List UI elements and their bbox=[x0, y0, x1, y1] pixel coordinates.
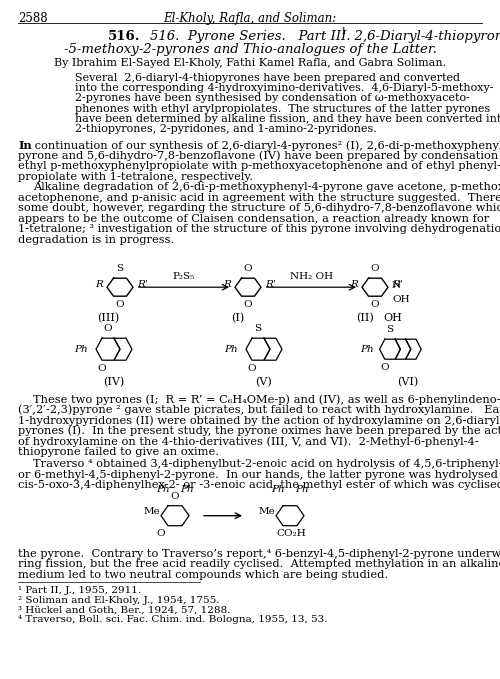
Text: O: O bbox=[244, 264, 252, 273]
Text: Ph: Ph bbox=[156, 485, 170, 494]
Text: In: In bbox=[18, 140, 32, 151]
Text: S: S bbox=[386, 325, 394, 334]
Text: continuation of our synthesis of 2,6-diaryl-4-pyrones² (I), 2,6-di-p-methoxyphen: continuation of our synthesis of 2,6-dia… bbox=[31, 140, 500, 151]
Text: (VI): (VI) bbox=[398, 378, 418, 388]
Text: CO₂H: CO₂H bbox=[276, 529, 306, 538]
Text: pyrone and 5,6-dihydro-7,8-benzoflavone (IV) have been prepared by condensation : pyrone and 5,6-dihydro-7,8-benzoflavone … bbox=[18, 151, 500, 162]
Text: R': R' bbox=[265, 280, 276, 289]
Text: By Ibrahim El-Sayed El-Kholy, Fathi Kamel Rafla, and Gabra Soliman.: By Ibrahim El-Sayed El-Kholy, Fathi Kame… bbox=[54, 58, 446, 68]
Text: 2-thiopyrones, 2-pyridones, and 1-amino-2-pyridones.: 2-thiopyrones, 2-pyridones, and 1-amino-… bbox=[75, 124, 377, 134]
Text: These two pyrones (I;  R = R’ = C₆H₄OMe-p) and (IV), as well as 6-phenylindeno-: These two pyrones (I; R = R’ = C₆H₄OMe-p… bbox=[33, 394, 500, 405]
Text: 2,6-Diaryl-4-thiopyrones and: 2,6-Diaryl-4-thiopyrones and bbox=[346, 30, 500, 43]
Text: Alkaline degradation of 2,6-di-p-methoxyphenyl-4-pyrone gave acetone, p-methoxy-: Alkaline degradation of 2,6-di-p-methoxy… bbox=[33, 182, 500, 192]
Text: (3′,2′-2,3)pyrone ² gave stable picrates, but failed to react with hydroxylamine: (3′,2′-2,3)pyrone ² gave stable picrates… bbox=[18, 405, 500, 416]
Text: O: O bbox=[370, 264, 380, 273]
Text: ¹ Part II, J., 1955, 2911.: ¹ Part II, J., 1955, 2911. bbox=[18, 586, 141, 595]
Text: ring fission, but the free acid readily cyclised.  Attempted methylation in an a: ring fission, but the free acid readily … bbox=[18, 559, 500, 569]
Text: have been determined by alkaline fission, and they have been converted into: have been determined by alkaline fission… bbox=[75, 114, 500, 124]
Text: Ph: Ph bbox=[74, 345, 88, 354]
Text: R': R' bbox=[137, 280, 148, 289]
Text: 516.  Pyrone Series.   Part III.: 516. Pyrone Series. Part III. bbox=[150, 30, 350, 43]
Text: Several  2,6-diaryl-4-thiopyrones have been prepared and converted: Several 2,6-diaryl-4-thiopyrones have be… bbox=[75, 73, 460, 83]
Text: O: O bbox=[104, 324, 112, 333]
Text: (V): (V) bbox=[256, 378, 272, 388]
Text: R': R' bbox=[392, 280, 403, 289]
Text: O: O bbox=[170, 492, 179, 500]
Text: ² Soliman and El-Kholy, J., 1954, 1755.: ² Soliman and El-Kholy, J., 1954, 1755. bbox=[18, 595, 220, 605]
Text: the pyrone.  Contrary to Traverso’s report,⁴ 6-benzyl-4,5-diphenyl-2-pyrone unde: the pyrone. Contrary to Traverso’s repor… bbox=[18, 549, 500, 559]
Text: Ph: Ph bbox=[360, 345, 374, 354]
Text: medium led to two neutral compounds which are being studied.: medium led to two neutral compounds whic… bbox=[18, 570, 388, 580]
Text: pyrones (I).  In the present study, the pyrone oximes have been prepared by the : pyrones (I). In the present study, the p… bbox=[18, 426, 500, 437]
Text: (IV): (IV) bbox=[104, 378, 124, 388]
Text: ⁴ Traverso, Boll. sci. Fac. Chim. ind. Bologna, 1955, 13, 53.: ⁴ Traverso, Boll. sci. Fac. Chim. ind. B… bbox=[18, 614, 328, 624]
Text: acetophenone, and p-anisic acid in agreement with the structure suggested.  Ther: acetophenone, and p-anisic acid in agree… bbox=[18, 193, 500, 203]
Text: Traverso ⁴ obtained 3,4-diphenylbut-2-enoic acid on hydrolysis of 4,5,6-tripheny: Traverso ⁴ obtained 3,4-diphenylbut-2-en… bbox=[33, 459, 500, 469]
Text: 2-pyrones have been synthesised by condensation of ω-methoxyaceto-: 2-pyrones have been synthesised by conde… bbox=[75, 94, 470, 103]
Text: or 6-methyl-4,5-diphenyl-2-pyrone.  In our hands, the latter pyrone was hydrolys: or 6-methyl-4,5-diphenyl-2-pyrone. In ou… bbox=[18, 470, 500, 479]
Text: OH: OH bbox=[383, 313, 402, 323]
Text: Ph: Ph bbox=[295, 485, 308, 494]
Text: 1-tetralone; ³ investigation of the structure of this pyrone involving dehydroge: 1-tetralone; ³ investigation of the stru… bbox=[18, 224, 500, 234]
Text: (II): (II) bbox=[356, 313, 374, 323]
Text: 1-hydroxypyridones (II) were obtained by the action of hydroxylamine on 2,6-diar: 1-hydroxypyridones (II) were obtained by… bbox=[18, 415, 500, 426]
Text: ³ Hückel and Goth, Ber., 1924, 57, 1288.: ³ Hückel and Goth, Ber., 1924, 57, 1288. bbox=[18, 605, 231, 614]
Text: Ph: Ph bbox=[224, 345, 238, 354]
Text: N: N bbox=[392, 280, 401, 290]
Text: of hydroxylamine on the 4-thio-derivatives (III, V, and VI).  2-Methyl-6-phenyl-: of hydroxylamine on the 4-thio-derivativ… bbox=[18, 436, 478, 447]
Text: S: S bbox=[116, 264, 123, 273]
Text: El-Kholy, Rafla, and Soliman:: El-Kholy, Rafla, and Soliman: bbox=[164, 12, 336, 25]
Text: degradation is in progress.: degradation is in progress. bbox=[18, 235, 174, 244]
Text: O: O bbox=[380, 363, 389, 372]
Text: Ph: Ph bbox=[272, 485, 285, 494]
Text: (III): (III) bbox=[97, 313, 119, 323]
Text: O: O bbox=[156, 529, 166, 538]
Text: Ph: Ph bbox=[180, 485, 194, 494]
Text: NH₂ OH: NH₂ OH bbox=[290, 272, 333, 281]
Text: P₂S₅: P₂S₅ bbox=[173, 272, 195, 281]
Text: 516.: 516. bbox=[108, 30, 140, 43]
Text: 2588: 2588 bbox=[18, 12, 48, 25]
Text: -5-methoxy-2-pyrones and Thio-analogues of the Latter.: -5-methoxy-2-pyrones and Thio-analogues … bbox=[64, 43, 436, 56]
Text: phenones with ethyl arylpropiolates.  The structures of the latter pyrones: phenones with ethyl arylpropiolates. The… bbox=[75, 104, 490, 113]
Text: R: R bbox=[223, 280, 231, 289]
Text: S: S bbox=[254, 324, 262, 333]
Text: O: O bbox=[248, 364, 256, 373]
Text: into the corresponding 4-hydroxyimino-derivatives.  4,6-Diaryl-5-methoxy-: into the corresponding 4-hydroxyimino-de… bbox=[75, 84, 494, 93]
Text: OH: OH bbox=[392, 295, 409, 304]
Text: 1: 1 bbox=[341, 27, 347, 36]
Text: O: O bbox=[116, 300, 124, 309]
Text: O: O bbox=[98, 364, 106, 373]
Text: some doubt, however, regarding the structure of 5,6-dihydro-7,8-benzoflavone whi: some doubt, however, regarding the struc… bbox=[18, 203, 500, 213]
Text: propiolate with 1-tetralone, respectively.: propiolate with 1-tetralone, respectivel… bbox=[18, 172, 253, 182]
Text: appears to be the outcome of Claisen condensation, a reaction already known for: appears to be the outcome of Claisen con… bbox=[18, 214, 489, 223]
Text: Me: Me bbox=[144, 507, 160, 516]
Text: O: O bbox=[244, 300, 252, 309]
Text: cis-5-oxo-3,4-diphenylhex-2- or -3-enoic acid, the methyl ester of which was cyc: cis-5-oxo-3,4-diphenylhex-2- or -3-enoic… bbox=[18, 480, 500, 490]
Text: Me: Me bbox=[258, 507, 275, 516]
Text: O: O bbox=[370, 300, 380, 309]
Text: thiopyrone failed to give an oxime.: thiopyrone failed to give an oxime. bbox=[18, 447, 219, 457]
Text: ethyl p-methoxyphenylpropiolate with p-methoxyacetophenone and of ethyl phenyl-: ethyl p-methoxyphenylpropiolate with p-m… bbox=[18, 161, 500, 171]
Text: (I): (I) bbox=[232, 313, 244, 323]
Text: R: R bbox=[95, 280, 103, 289]
Text: R: R bbox=[350, 280, 358, 289]
